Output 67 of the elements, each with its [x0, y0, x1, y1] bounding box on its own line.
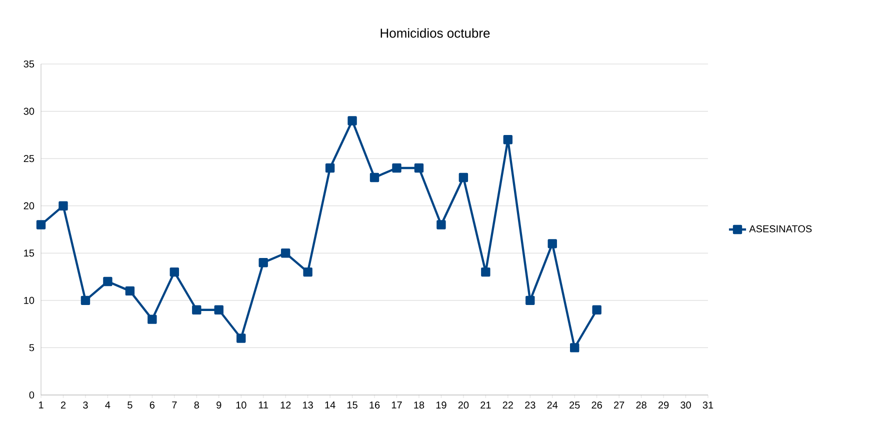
- x-tick-label: 16: [370, 402, 380, 409]
- x-tick-label: 15: [347, 402, 358, 408]
- x-tick-label: 10: [236, 402, 246, 409]
- x-tick-label: 25: [570, 402, 580, 409]
- point: [503, 135, 512, 144]
- point: [370, 172, 380, 182]
- point: [325, 163, 335, 173]
- x-tick-label: 24: [547, 402, 558, 408]
- point: [570, 343, 580, 352]
- x-tick-label: 7: [172, 402, 177, 408]
- y-tick-label: 30: [24, 108, 34, 115]
- point: [436, 220, 446, 230]
- x-tick-label: 12: [280, 402, 291, 408]
- x-tick-label: 8: [194, 402, 199, 409]
- point: [192, 305, 202, 314]
- x-tick-label: 27: [614, 402, 624, 408]
- point: [548, 239, 557, 248]
- x-tick-label: 5: [128, 402, 132, 408]
- point: [58, 201, 68, 210]
- point: [170, 267, 180, 277]
- x-tick-label: 4: [105, 402, 110, 408]
- point: [148, 314, 157, 324]
- x-tick-label: 9: [216, 402, 222, 409]
- y-tick-label: 10: [24, 296, 34, 304]
- y-tick-label: 15: [24, 250, 34, 257]
- x-tick-label: 6: [150, 402, 155, 409]
- x-tick-label: 28: [636, 402, 646, 409]
- point: [348, 116, 357, 126]
- point: [280, 248, 290, 258]
- point: [526, 296, 535, 306]
- point: [80, 296, 90, 306]
- y-tick-label: 5: [29, 344, 34, 352]
- x-tick-label: 13: [303, 402, 313, 409]
- x-tick-label: 21: [480, 402, 491, 408]
- point: [125, 286, 135, 296]
- x-tick-label: 23: [525, 402, 536, 409]
- point: [103, 276, 112, 286]
- x-tick-label: 19: [436, 402, 446, 409]
- chart-title: Homicidios octubre: [380, 28, 490, 38]
- y-tick-label: 0: [29, 391, 34, 399]
- point: [481, 267, 490, 277]
- point: [214, 305, 224, 314]
- x-tick-label: 31: [702, 402, 714, 409]
- y-tick-label: 25: [24, 155, 34, 162]
- x-tick-label: 11: [258, 402, 268, 408]
- x-tick-label: 29: [658, 402, 669, 409]
- point: [303, 267, 312, 277]
- x-tick-label: 17: [392, 402, 402, 408]
- point: [258, 258, 268, 268]
- y-tick-label: 20: [24, 202, 34, 210]
- point: [414, 163, 424, 173]
- point: [392, 163, 402, 173]
- x-tick-label: 18: [414, 402, 424, 409]
- y-tick-label: 35: [24, 60, 34, 68]
- x-tick-label: 22: [502, 402, 513, 408]
- x-tick-label: 26: [592, 402, 602, 409]
- x-tick-label: 1: [39, 402, 44, 408]
- x-tick-label: 2: [60, 402, 66, 408]
- point: [236, 334, 246, 343]
- point: [458, 172, 468, 182]
- legend-label: ASESINATOS: [749, 225, 812, 232]
- x-tick-label: 14: [325, 402, 336, 408]
- point: [36, 220, 46, 230]
- point: [592, 305, 602, 314]
- x-tick-label: 20: [458, 402, 469, 409]
- x-tick-label: 30: [680, 402, 691, 409]
- x-tick-label: 3: [83, 402, 88, 409]
